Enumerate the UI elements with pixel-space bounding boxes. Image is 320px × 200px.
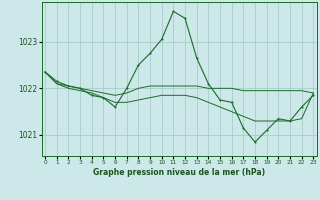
X-axis label: Graphe pression niveau de la mer (hPa): Graphe pression niveau de la mer (hPa)	[93, 168, 265, 177]
